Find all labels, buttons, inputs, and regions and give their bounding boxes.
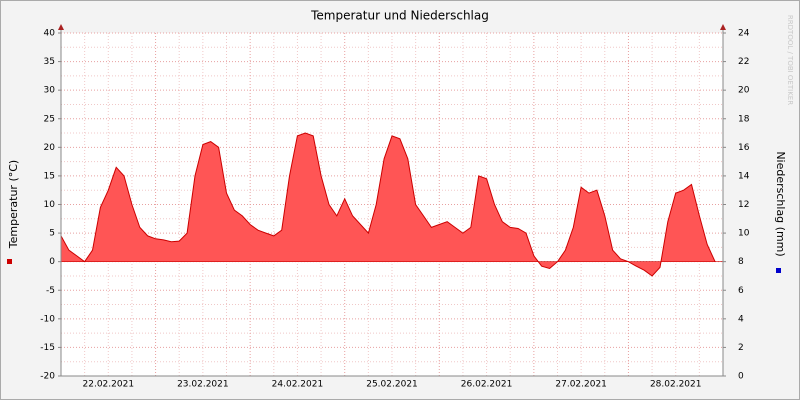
y2-tick-label: 6 (738, 286, 744, 296)
y2-tick-label: 4 (738, 314, 744, 324)
x-tick-label: 24.02.2021 (272, 380, 324, 390)
y2-tick-label: 8 (738, 257, 744, 267)
y-tick-label: 5 (49, 229, 55, 239)
y2-tick-label: 16 (738, 143, 750, 153)
y2-tick-label: 22 (738, 57, 749, 67)
y2-tick-label: 20 (738, 86, 750, 96)
y-axis-label: Temperatur (°C) (7, 160, 20, 249)
axis-arrow (720, 24, 726, 30)
y2-tick-label: 18 (738, 114, 750, 124)
x-tick-label: 26.02.2021 (461, 380, 513, 390)
y-tick-label: 20 (44, 143, 56, 153)
area (61, 133, 716, 276)
y2-tick-label: 12 (738, 200, 749, 210)
y-tick-label: -10 (40, 314, 55, 324)
axis-arrow (58, 24, 64, 30)
x-tick-label: 28.02.2021 (650, 380, 702, 390)
x-tick-label: 23.02.2021 (177, 380, 229, 390)
y2-tick-label: 0 (738, 372, 744, 382)
chart-title: Temperatur und Niederschlag (310, 9, 489, 23)
y-tick-label: 35 (44, 57, 55, 67)
y-legend-marker (7, 259, 12, 264)
y-tick-label: -20 (40, 372, 55, 382)
y-tick-label: 10 (44, 200, 56, 210)
y2-legend-marker (776, 268, 781, 273)
y2-tick-label: 14 (738, 171, 750, 181)
x-tick-label: 27.02.2021 (555, 380, 607, 390)
y-tick-label: 0 (49, 257, 55, 267)
y2-axis-label: Niederschlag (mm) (774, 151, 787, 256)
y-tick-label: 15 (44, 171, 55, 181)
y-tick-label: -5 (46, 286, 55, 296)
watermark: RRDTOOL / TOBI OETIKER (786, 15, 794, 105)
x-tick-label: 22.02.2021 (83, 380, 135, 390)
y-tick-label: 30 (44, 86, 56, 96)
area-line (60, 132, 716, 277)
y-tick-label: 40 (44, 29, 56, 39)
y-tick-label: 25 (44, 114, 55, 124)
x-tick-label: 25.02.2021 (366, 380, 418, 390)
y2-tick-label: 24 (738, 29, 750, 39)
y2-tick-label: 2 (738, 343, 744, 353)
y-tick-label: -15 (40, 343, 55, 353)
y2-tick-label: 10 (738, 229, 750, 239)
